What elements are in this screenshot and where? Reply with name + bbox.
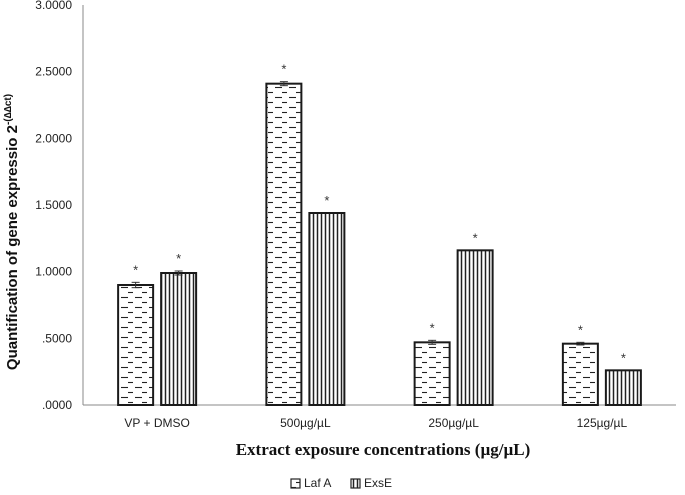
category-label: 500µg/µL <box>280 416 331 430</box>
y-axis-title: Quantification of gene expressio 2-(∆∆ct… <box>3 94 21 370</box>
y-tick-label: .5000 <box>42 331 72 345</box>
significance-star: * <box>578 322 583 337</box>
y-tick-label: .0000 <box>42 398 72 412</box>
bar-laf-a <box>413 341 451 407</box>
y-tick-label: 2.5000 <box>35 65 72 79</box>
significance-star: * <box>473 230 478 245</box>
x-axis-title: Extract exposure concentrations (µg/µL) <box>236 440 531 459</box>
legend: Laf A ExsE <box>290 476 392 490</box>
significance-star: * <box>281 62 286 77</box>
bar-exse <box>160 272 198 406</box>
y-axis-ticks: 3.0000 2.5000 2.0000 1.5000 1.0000 .5000 .0000 <box>35 0 72 412</box>
y-axis-title-main: Quantification of gene expressio 2 <box>4 125 21 370</box>
significance-star: * <box>133 262 138 277</box>
svg-text:Quantification of gene express: Quantification of gene expressio 2-(∆∆ct… <box>3 94 21 370</box>
significance-star: * <box>621 350 626 365</box>
legend-label: Laf A <box>304 476 331 490</box>
category-labels: VP + DMSO 500µg/µL 250µg/µL 125µg/µL <box>124 416 627 430</box>
y-axis-title-superscript: -(∆∆ct) <box>3 94 14 125</box>
significance-star: * <box>176 251 181 266</box>
y-tick-label: 2.0000 <box>35 131 72 145</box>
category-label: 250µg/µL <box>428 416 479 430</box>
y-tick-label: 1.0000 <box>35 265 72 279</box>
bars-group: * * * * * * * * <box>117 62 642 407</box>
legend-label: ExsE <box>364 476 392 490</box>
category-label: VP + DMSO <box>124 416 189 430</box>
bar-laf-a <box>265 82 303 407</box>
significance-star: * <box>430 320 435 335</box>
bar-exse <box>456 249 494 406</box>
category-label: 125µg/µL <box>577 416 628 430</box>
legend-swatch-laf-a <box>290 478 301 489</box>
bar-exse <box>308 212 346 406</box>
bar-exse <box>604 369 642 407</box>
y-tick-label: 1.5000 <box>35 198 72 212</box>
y-tick-label: 3.0000 <box>35 0 72 12</box>
bar-laf-a <box>117 284 155 406</box>
bar-laf-a <box>561 342 599 406</box>
legend-swatch-exse <box>350 478 361 489</box>
significance-star: * <box>324 193 329 208</box>
